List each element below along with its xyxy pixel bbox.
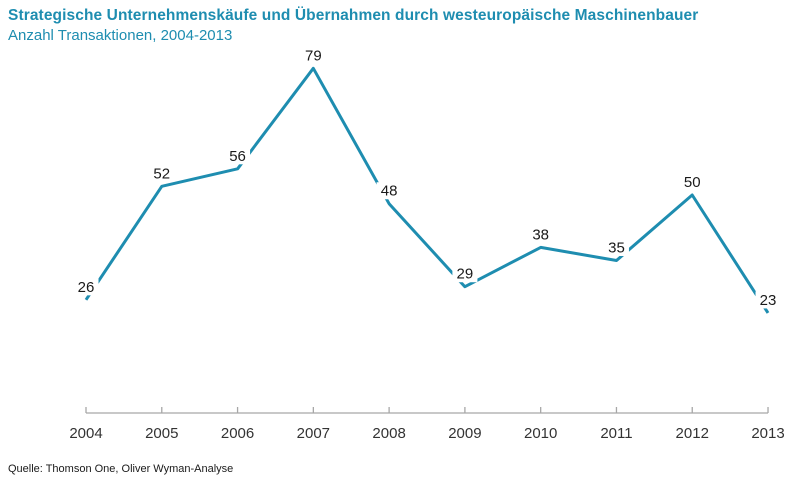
data-label-halo <box>755 291 781 309</box>
data-label-halo <box>603 239 629 257</box>
x-axis-label: 2009 <box>448 425 481 442</box>
x-axis-label: 2007 <box>297 425 330 442</box>
data-label: 35 <box>608 240 625 257</box>
data-line <box>84 66 770 314</box>
chart-header: Strategische Unternehmenskäufe und Übern… <box>8 6 792 45</box>
data-label-halo <box>225 147 251 165</box>
chart-subtitle: Anzahl Transaktionen, 2004-2013 <box>8 27 233 44</box>
data-label: 48 <box>381 183 398 200</box>
chart-title: Strategische Unternehmenskäufe und Übern… <box>8 7 699 24</box>
data-label-halo <box>452 265 478 283</box>
x-axis-label: 2005 <box>145 425 178 442</box>
x-axis-label: 2004 <box>69 425 102 442</box>
data-label: 29 <box>457 266 474 283</box>
data-label: 23 <box>760 292 777 309</box>
data-label-halo <box>679 173 705 191</box>
data-label-halo <box>300 46 326 64</box>
data-label-halo <box>528 225 554 243</box>
x-axis-label: 2011 <box>600 425 632 442</box>
data-label: 26 <box>78 279 95 296</box>
data-label: 50 <box>684 174 701 191</box>
data-label: 56 <box>229 148 246 165</box>
x-axis-label: 2012 <box>676 425 709 442</box>
x-axis-label: 2010 <box>524 425 557 442</box>
data-label-halo <box>73 278 99 296</box>
source-note: Quelle: Thomson One, Oliver Wyman-Analys… <box>8 463 234 475</box>
x-axis-label: 2006 <box>221 425 254 442</box>
data-label-halo <box>376 182 402 200</box>
x-axis-label: 2008 <box>372 425 405 442</box>
data-label-halo <box>149 164 175 182</box>
x-axis-label: 2013 <box>751 425 784 442</box>
data-label: 52 <box>153 165 170 182</box>
data-label: 79 <box>305 47 322 64</box>
data-label: 38 <box>532 226 549 243</box>
